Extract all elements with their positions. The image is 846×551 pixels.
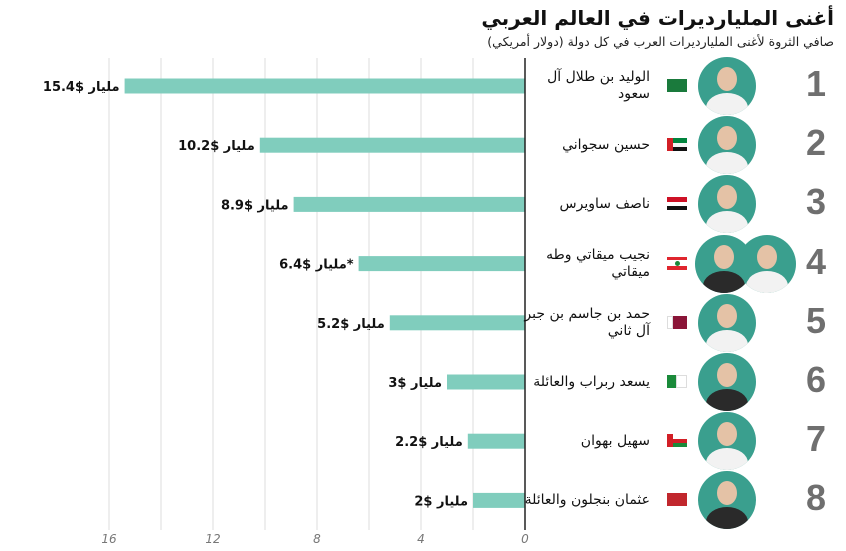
rank-number: 6 <box>805 359 826 400</box>
data-label: مليار $10.2 <box>178 139 255 154</box>
rank-number: 5 <box>805 299 826 341</box>
chart-title: أغنى المليارديرات في العالم العربي <box>481 6 834 30</box>
list-item: 2 حسين سجواني <box>530 116 846 175</box>
rank-number: 8 <box>805 477 826 519</box>
x-tick-label: 8 <box>313 532 321 546</box>
rank-number: 7 <box>805 418 826 460</box>
rank-number: 1 <box>805 63 826 104</box>
flag-lebanon-icon <box>667 256 687 270</box>
flag-uae-icon <box>667 138 687 152</box>
bar <box>473 492 525 508</box>
list-item: 6 يسعد ربراب والعائلة <box>530 353 846 411</box>
data-label: مليار $2 <box>414 494 468 509</box>
avatar-photo <box>698 116 756 175</box>
avatar-photo <box>698 175 756 234</box>
rank-number: 2 <box>805 122 826 164</box>
data-label: مليار $15.4 <box>43 80 120 95</box>
billionaire-name: حمد بن جاسم بن جبر آل ثاني <box>524 305 650 339</box>
billionaire-name: يسعد ربراب والعائلة <box>533 373 650 390</box>
x-tick-label: 16 <box>101 532 117 546</box>
avatar-photo <box>698 412 756 471</box>
data-label: مليار $2.2 <box>395 435 463 450</box>
billionaire-name: ناصف ساويرس <box>559 195 650 212</box>
data-label: مليار $5.2 <box>317 317 385 332</box>
avatar-photo <box>698 293 756 352</box>
bar <box>389 315 525 331</box>
bar <box>447 374 525 390</box>
billionaire-name: الوليد بن طلال آل سعود <box>547 69 650 102</box>
rank-number: 4 <box>805 240 826 282</box>
bar <box>358 256 525 272</box>
rank-number: 3 <box>805 181 826 223</box>
list-item: 8 عثمان بنجلون والعائلة <box>525 471 846 530</box>
chart-subtitle: صافي الثروة لأغنى المليارديرات العرب في … <box>487 34 834 49</box>
list-item: 4 نجيب ميقاتي وطه ميقاتي <box>530 234 846 293</box>
flag-egypt-icon <box>667 197 687 211</box>
avatar-photo <box>698 353 756 411</box>
bar <box>467 433 525 449</box>
flag-oman-icon <box>667 434 687 448</box>
avatar-photo <box>698 471 756 530</box>
flag-algeria-icon <box>667 375 687 388</box>
avatar-photo <box>738 234 796 293</box>
flag-morocco-icon <box>667 493 687 507</box>
billionaire-name: سهيل بهوان <box>580 432 650 449</box>
data-label: مليار $8.9 <box>221 198 289 213</box>
bar <box>124 78 525 94</box>
x-tick-label: 0 <box>521 532 529 546</box>
flag-saudi-arabia-icon <box>667 79 687 92</box>
data-label: مليار $6.4* <box>279 258 354 273</box>
x-tick-label: 12 <box>205 532 220 546</box>
billionaire-name: نجيب ميقاتي وطه ميقاتي <box>546 246 650 280</box>
bar <box>259 137 525 153</box>
x-tick-label: 4 <box>417 532 425 546</box>
avatar-photo <box>698 57 756 115</box>
flag-qatar-icon <box>667 315 687 329</box>
list-item: 5 حمد بن جاسم بن جبر آل ثاني <box>524 293 846 352</box>
billionaire-name: حسين سجواني <box>562 136 650 153</box>
list-item: 1 الوليد بن طلال آل سعود <box>530 57 846 115</box>
data-label: مليار $3 <box>388 376 442 391</box>
bar <box>293 196 525 212</box>
list-item: 3 ناصف ساويرس <box>530 175 846 234</box>
billionaire-name: عثمان بنجلون والعائلة <box>524 491 650 508</box>
avatar-photo <box>695 234 753 293</box>
list-item: 7 سهيل بهوان <box>530 412 846 471</box>
